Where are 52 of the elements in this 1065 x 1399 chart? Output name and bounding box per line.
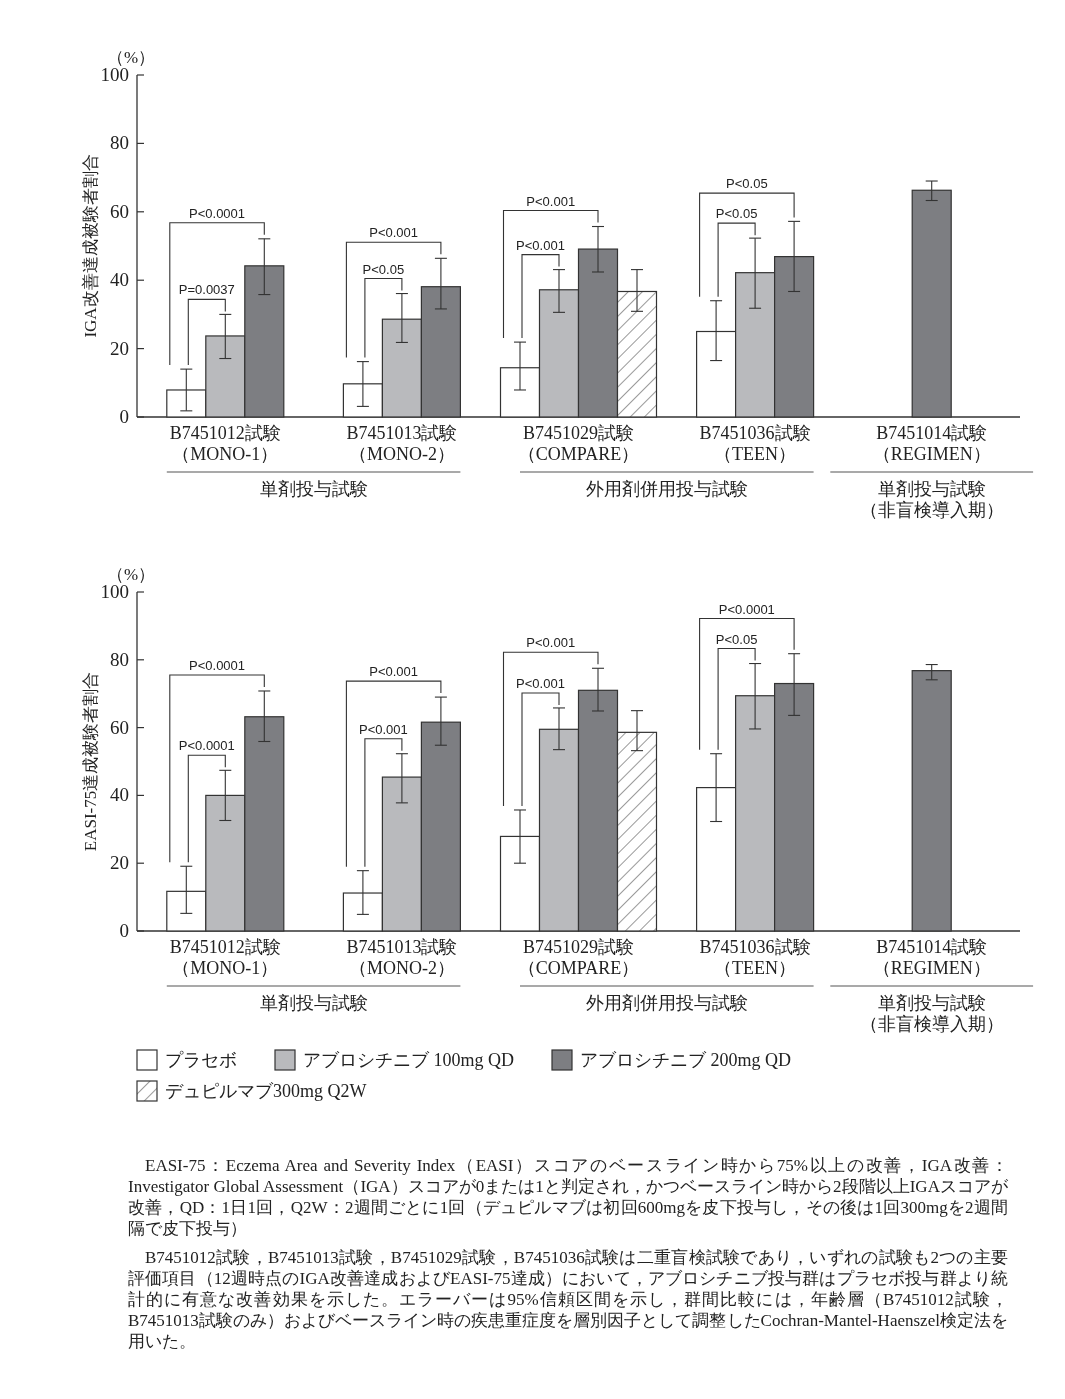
annotation: P<0.001 [369, 664, 419, 680]
y-tick-label: 20 [110, 337, 129, 359]
x-tick-label: B7451012試験（MONO-1） [169, 423, 281, 464]
x-tick-label: B7451013試験（MONO-2） [346, 937, 458, 978]
text: 単剤投与試験 [259, 479, 368, 499]
legend-label: プラセボ [165, 1050, 237, 1070]
text: 単剤投与試験 [259, 993, 368, 1013]
x-tick-label: B7451013試験（MONO-2） [346, 423, 458, 464]
annotation: P<0.001 [369, 225, 419, 241]
y-tick-label: 0 [119, 920, 129, 941]
legend-label: アブロシチニブ 200mg QD [580, 1050, 791, 1070]
y-tick-label: 60 [110, 200, 129, 222]
x-tick-label: B7451014試験（REGIMEN） [872, 423, 991, 464]
x-tick-label: B7451029試験（COMPARE） [517, 423, 640, 464]
text: 単剤投与試験（非盲検導入期） [859, 479, 1004, 520]
annotation: P<0.001 [526, 193, 576, 209]
annotation: P<0.0001 [718, 601, 775, 617]
text: EASI-75：Eczema Area and Severity Index（EASI）スコアのベースライン時から75%以上の改善，IGA改善：Investigator Global Assessment（IGA）スコアが0または1と判定され，かつベースライン時から2段階以上IGAスコアが改善，QD：1日1回，Q2W：2週間ごとに1回（デュピルマブは初回600mgを皮下投与し，その後は1回300mgを2週間隔で皮下投与） [128, 1155, 1008, 1239]
annotation: P<0.05 [715, 631, 758, 647]
annotation: P<0.001 [516, 237, 565, 253]
text: 単剤投与試験（非盲検導入期） [859, 993, 1004, 1034]
y-axis-title: IGA改善達成被験者割合 [81, 154, 100, 338]
annotation: P<0.05 [726, 176, 768, 192]
legend-label: アブロシチニブ 100mg QD [303, 1050, 514, 1070]
annotation: P=0.0037 [178, 282, 235, 298]
annotation: P<0.001 [526, 635, 576, 651]
x-tick-label: B7451036試験（TEEN） [699, 423, 811, 464]
annotation: P<0.05 [362, 261, 405, 277]
y-tick-label: 40 [110, 269, 129, 291]
y-tick-label: 40 [110, 784, 129, 806]
x-tick-label: B7451029試験（COMPARE） [517, 937, 640, 978]
annotation: P<0.0001 [189, 205, 246, 221]
annotation: P<0.001 [359, 721, 408, 737]
y-tick-label: 60 [110, 716, 129, 738]
text: （%） [107, 565, 156, 584]
annotation: P<0.0001 [178, 738, 235, 754]
annotation: P<0.05 [715, 206, 758, 222]
text: 外用剤併用投与試験 [585, 479, 748, 499]
x-tick-label: B7451014試験（REGIMEN） [872, 937, 991, 978]
legend-label: デュピルマブ300mg Q2W [165, 1081, 367, 1101]
y-tick-label: 20 [110, 852, 129, 874]
y-axis-title: EASI-75達成被験者割合 [81, 671, 100, 852]
text: 外用剤併用投与試験 [585, 993, 748, 1013]
y-tick-label: 80 [110, 132, 129, 154]
text: （%） [107, 48, 156, 67]
y-tick-label: 0 [119, 406, 129, 427]
x-tick-label: B7451012試験（MONO-1） [169, 937, 281, 978]
y-tick-label: 80 [110, 648, 129, 670]
x-tick-label: B7451036試験（TEEN） [699, 937, 811, 978]
annotation: P<0.0001 [189, 657, 246, 673]
text: B7451012試験，B7451013試験，B7451029試験，B7451036試験は二重盲検試験であり，いずれの試験も2つの主要評価項目（12週時点のIGA改善達成およびEASI-75達成）において，アブロシチニブ投与群はプラセボ投与群より統計的に有意な改善効果を示した。エラーバーは95%信頼区間を示し，群間比較には，年齢層（B7451012試験，B7451013試験のみ）およびベースライン時の疾患重症度を層別因子として調整したCochran-Mantel-Haenszel検定法を用いた。 [128, 1247, 1008, 1352]
annotation: P<0.001 [516, 675, 565, 691]
